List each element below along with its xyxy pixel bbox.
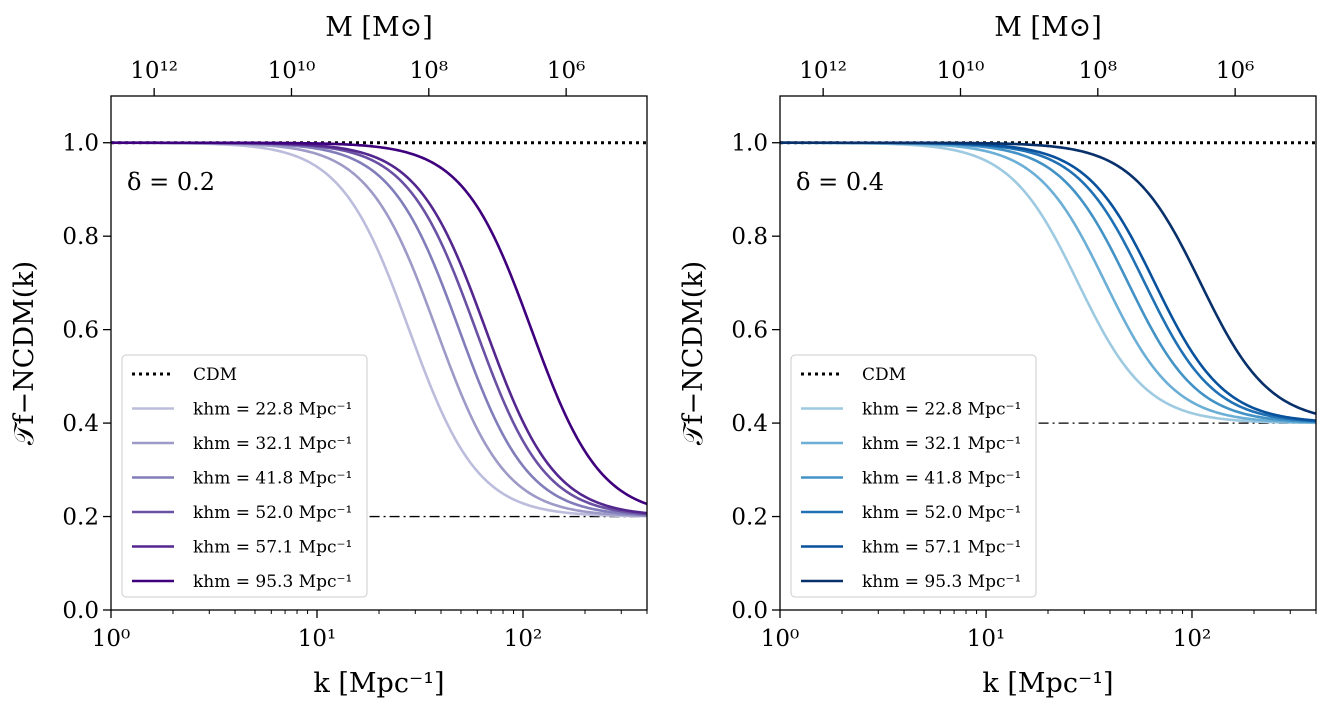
y-tick-label: 1.0 <box>731 131 768 157</box>
y-tick-label: 0.6 <box>62 318 99 344</box>
chart-panel-2: 10⁰ 10¹ 10² 0.0 0.2 0.4 0.6 0.8 1.0 10¹² 10¹⁰ 10⁸ 10… <box>678 12 1317 699</box>
legend-entry: khm = 57.1 Mpc⁻¹ <box>193 538 352 558</box>
top-tick-label: 10⁶ <box>547 58 586 84</box>
legend-box <box>121 354 368 598</box>
top-tick-label: 10¹⁰ <box>937 58 985 84</box>
x-tick-label: 10² <box>504 626 543 652</box>
y-tick-label: 0.8 <box>731 224 768 250</box>
legend-box <box>790 354 1037 598</box>
legend-entry: khm = 52.0 Mpc⁻¹ <box>862 503 1021 523</box>
top-tick-label: 10⁸ <box>1079 58 1118 84</box>
top-tick-label: 10¹² <box>130 58 178 84</box>
legend-entry: CDM <box>862 365 906 385</box>
y-axis-label: 𝒯f−NCDM(k) <box>9 261 40 445</box>
y-tick-label: 0.2 <box>731 505 768 531</box>
legend-entry: khm = 57.1 Mpc⁻¹ <box>862 538 1021 558</box>
top-tick-label: 10¹² <box>799 58 847 84</box>
x-tick-label: 10⁰ <box>92 626 131 652</box>
y-tick-label: 0.4 <box>62 411 99 437</box>
legend-entry: khm = 22.8 Mpc⁻¹ <box>862 400 1021 420</box>
legend-entry: khm = 22.8 Mpc⁻¹ <box>193 400 352 420</box>
series-line-6 <box>780 141 1316 415</box>
legend-entry: khm = 41.8 Mpc⁻¹ <box>193 469 352 489</box>
legend-entry: khm = 95.3 Mpc⁻¹ <box>193 572 352 592</box>
x-tick-label: 10¹ <box>967 626 1006 652</box>
top-tick-label: 10¹⁰ <box>268 58 316 84</box>
delta-annotation: δ = 0.4 <box>796 168 884 196</box>
delta-annotation: δ = 0.2 <box>127 168 215 196</box>
chart-panel-1: 10⁰ 10¹ 10² 0.0 0.2 0.4 0.6 0.8 1.0 10¹² 10¹⁰ 10⁸ 10… <box>9 12 648 699</box>
y-tick-label: 1.0 <box>62 131 99 157</box>
y-tick-label: 0.2 <box>62 505 99 531</box>
legend-entry: khm = 32.1 Mpc⁻¹ <box>862 434 1021 454</box>
legend-entry: khm = 41.8 Mpc⁻¹ <box>862 469 1021 489</box>
x-tick-label: 10¹ <box>298 626 337 652</box>
legend-entry: khm = 32.1 Mpc⁻¹ <box>193 434 352 454</box>
legend-entry: khm = 52.0 Mpc⁻¹ <box>193 503 352 523</box>
plot-area <box>780 141 1316 425</box>
x-tick-label: 10² <box>1173 626 1212 652</box>
y-tick-label: 0.4 <box>731 411 768 437</box>
top-axis-label: M [M⊙] <box>325 12 433 43</box>
plot-area <box>111 141 647 518</box>
legend: CDM khm = 22.8 Mpc⁻¹ khm = 32.1 Mpc⁻¹ khm =… <box>790 354 1037 598</box>
y-axis-label: 𝒯f−NCDM(k) <box>678 261 709 445</box>
y-tick-label: 0.0 <box>731 598 768 624</box>
x-tick-label: 10⁰ <box>761 626 800 652</box>
x-axis-label: k [Mpc⁻¹] <box>313 668 444 699</box>
legend-entry: khm = 95.3 Mpc⁻¹ <box>862 572 1021 592</box>
top-tick-label: 10⁶ <box>1216 58 1255 84</box>
y-tick-label: 0.8 <box>62 224 99 250</box>
legend-entry: CDM <box>193 365 237 385</box>
series-line-6 <box>111 141 647 506</box>
legend: CDM khm = 22.8 Mpc⁻¹ khm = 32.1 Mpc⁻¹ khm =… <box>121 354 368 598</box>
top-axis-label: M [M⊙] <box>994 12 1102 43</box>
top-tick-label: 10⁸ <box>410 58 449 84</box>
y-tick-label: 0.0 <box>62 598 99 624</box>
x-axis-label: k [Mpc⁻¹] <box>982 668 1113 699</box>
y-tick-label: 0.6 <box>731 318 768 344</box>
